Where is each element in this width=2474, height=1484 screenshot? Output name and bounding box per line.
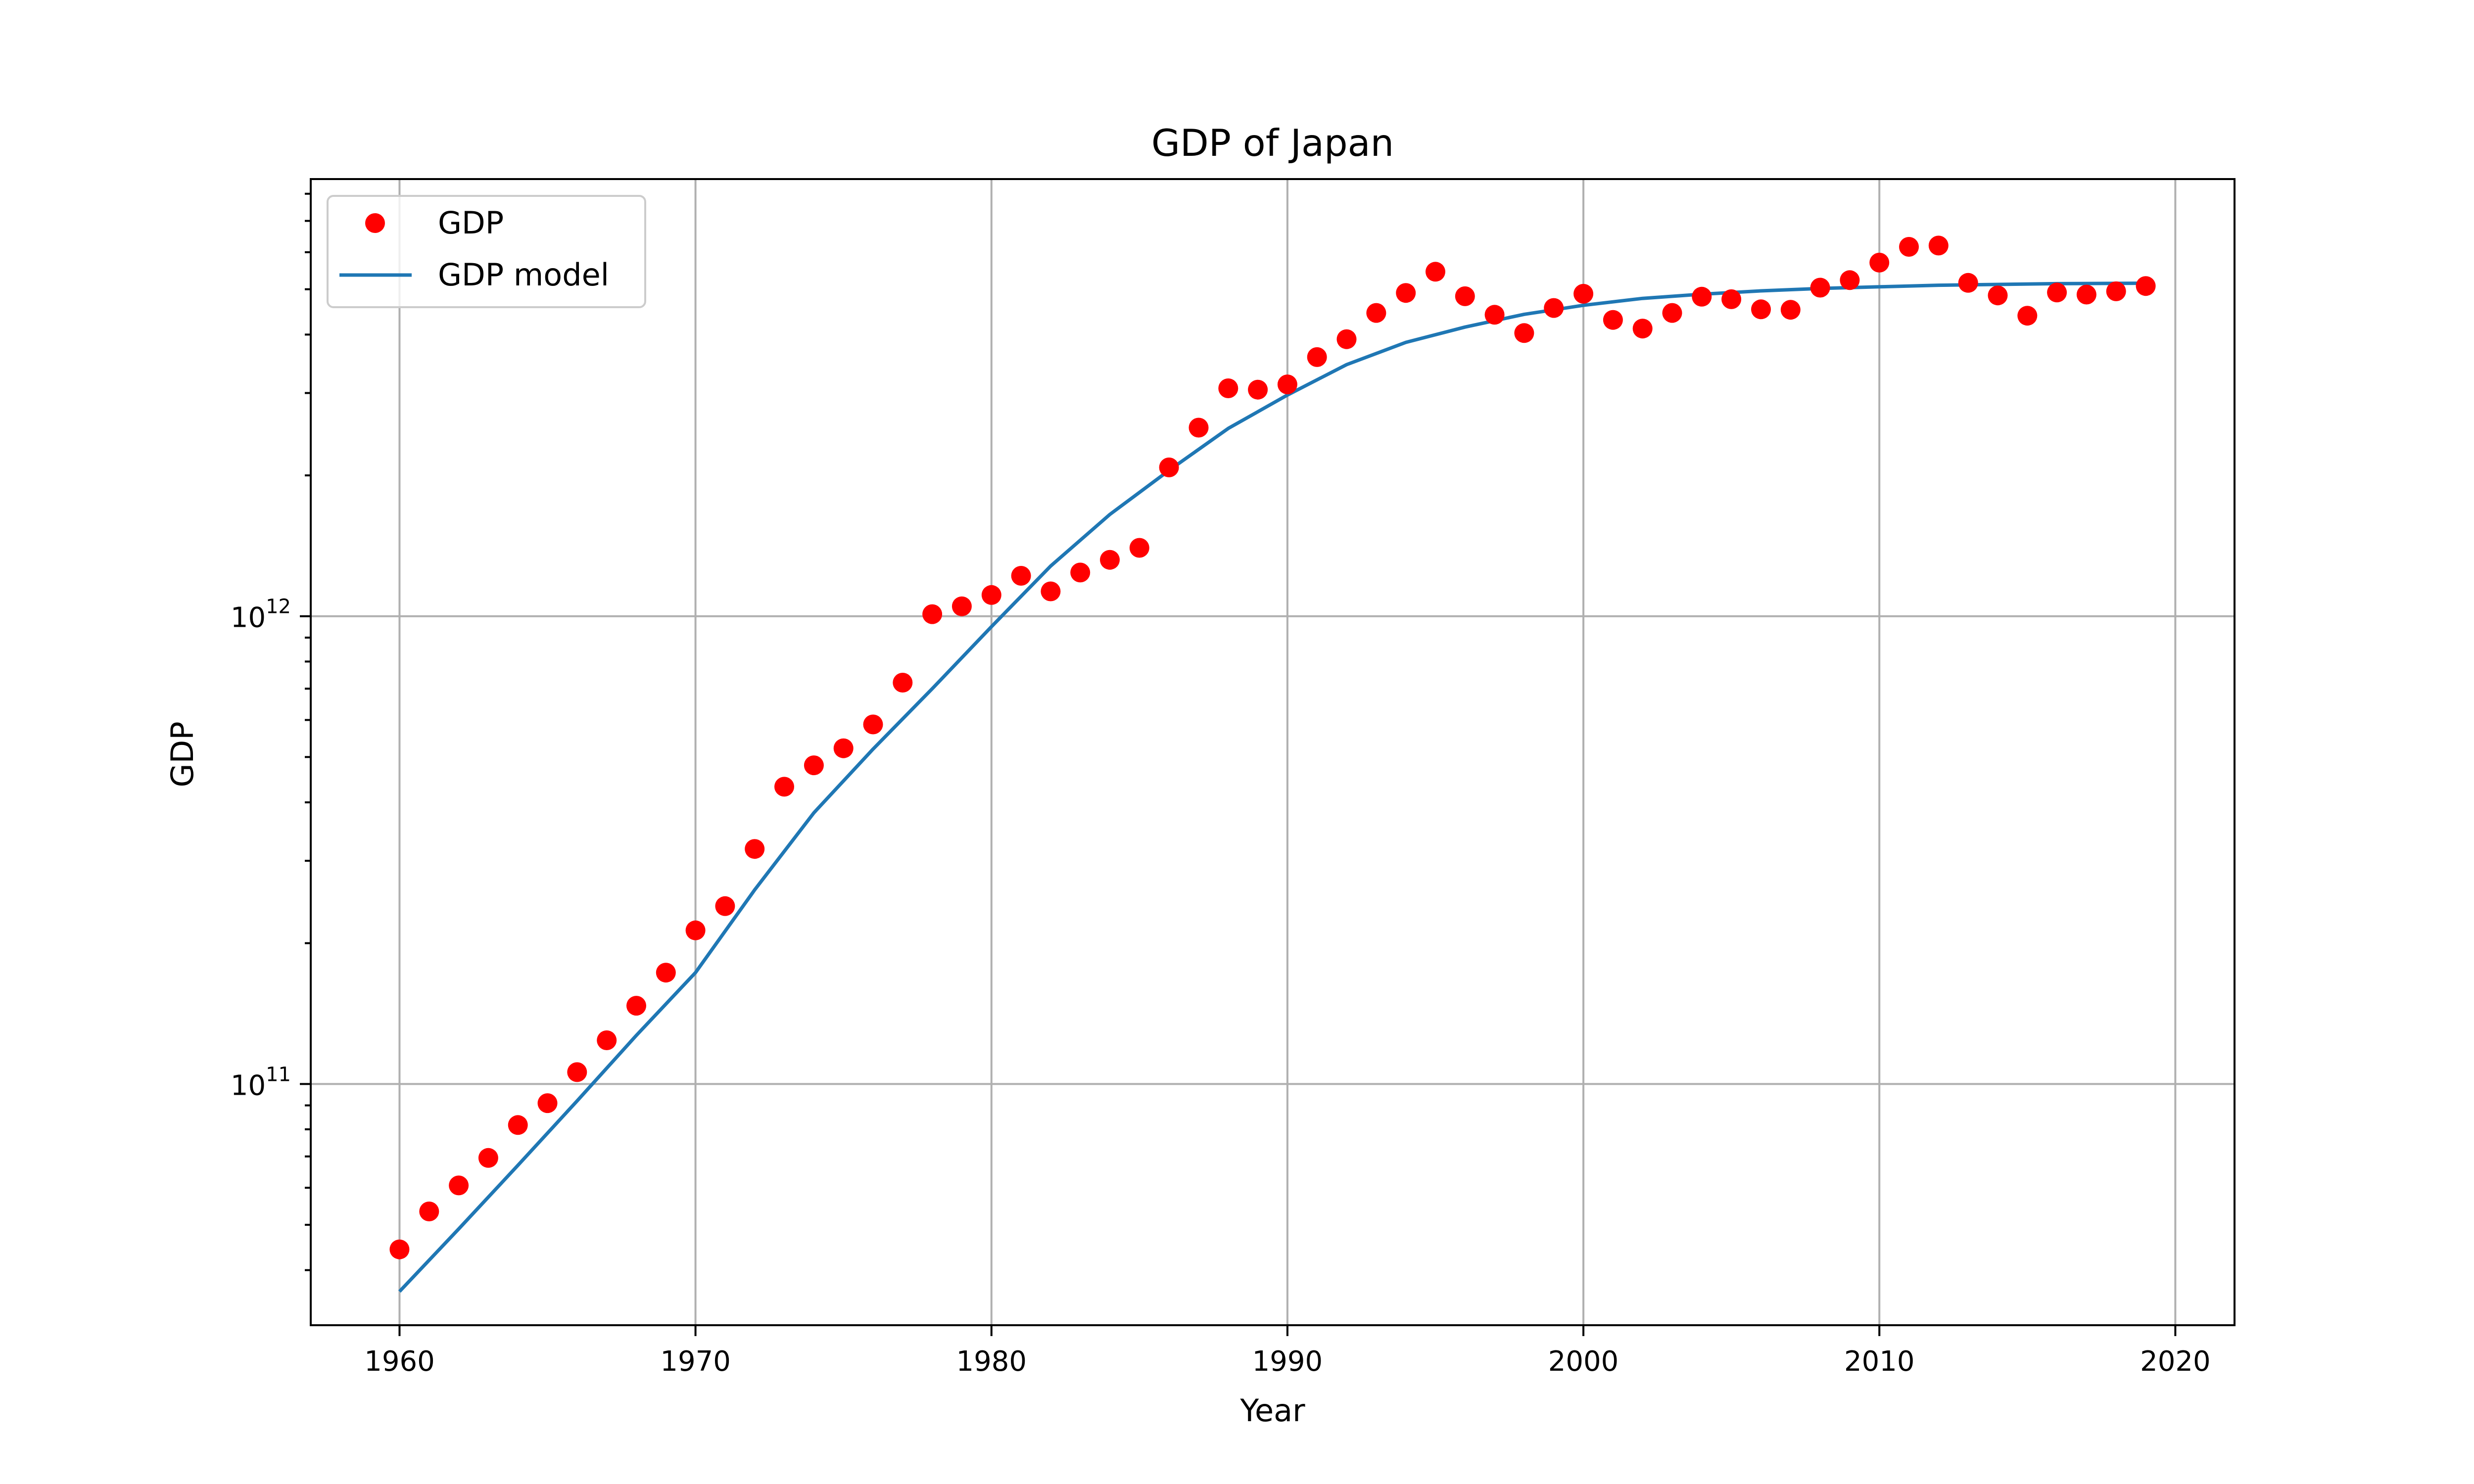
gdp-point bbox=[1189, 417, 1209, 438]
gdp-point bbox=[2076, 284, 2096, 305]
gdp-point bbox=[1100, 550, 1120, 570]
gdp-point bbox=[1484, 305, 1505, 325]
x-tick-label: 1980 bbox=[956, 1345, 1027, 1378]
gdp-point bbox=[1810, 278, 1830, 298]
gdp-point bbox=[1396, 283, 1416, 303]
gdp-point bbox=[419, 1202, 439, 1221]
gdp-point bbox=[1573, 283, 1594, 304]
gdp-point bbox=[1041, 581, 1061, 602]
gdp-point bbox=[1958, 273, 1978, 293]
legend-label-gdp-model: GDP model bbox=[438, 257, 609, 293]
x-tick-label: 2020 bbox=[2140, 1345, 2211, 1378]
gdp-point bbox=[478, 1148, 498, 1168]
y-tick-label: 1012 bbox=[231, 596, 291, 634]
gdp-point bbox=[1070, 562, 1091, 583]
gdp-point bbox=[626, 996, 646, 1016]
gdp-point bbox=[922, 604, 943, 624]
gdp-point bbox=[893, 673, 913, 693]
legend-box bbox=[327, 195, 646, 308]
gdp-point bbox=[1780, 300, 1801, 320]
gdp-point bbox=[833, 738, 854, 758]
x-axis: 1960 1970 1980 1990 2000 2010 2020 bbox=[364, 1325, 2211, 1378]
x-tick-label: 1990 bbox=[1252, 1345, 1323, 1378]
x-tick-label: 1960 bbox=[364, 1345, 435, 1378]
gdp-point bbox=[863, 714, 883, 735]
gdp-point bbox=[1988, 285, 2008, 306]
y-axis: 1011 1012 bbox=[231, 192, 311, 1271]
gdp-point bbox=[1869, 252, 1890, 273]
gdp-point bbox=[1692, 286, 1712, 307]
gdp-point bbox=[1336, 329, 1357, 349]
gdp-point bbox=[1662, 303, 1682, 323]
x-axis-label: Year bbox=[1239, 1392, 1305, 1429]
gdp-point bbox=[2106, 281, 2126, 301]
gdp-point bbox=[1514, 323, 1534, 343]
gdp-point bbox=[1721, 289, 1742, 309]
x-tick-label: 1970 bbox=[660, 1345, 731, 1378]
gdp-point bbox=[2017, 306, 2038, 326]
gdp-point bbox=[715, 896, 735, 916]
gdp-point bbox=[952, 596, 972, 616]
gdp-point bbox=[1899, 237, 1919, 257]
gdp-point bbox=[1455, 286, 1475, 306]
gdp-point bbox=[774, 777, 794, 797]
gdp-point bbox=[1248, 379, 1268, 400]
gdp-point bbox=[449, 1175, 469, 1196]
gdp-point bbox=[685, 920, 706, 940]
gdp-point bbox=[567, 1062, 587, 1082]
gdp-point bbox=[597, 1030, 617, 1050]
gdp-point bbox=[1632, 319, 1653, 339]
gdp-point bbox=[389, 1239, 410, 1259]
gdp-point bbox=[1218, 378, 1238, 398]
plot-area-frame bbox=[310, 178, 2236, 1326]
gdp-point bbox=[1928, 235, 1949, 256]
gdp-point bbox=[1277, 374, 1297, 395]
chart-title: GDP of Japan bbox=[1151, 121, 1394, 165]
gdp-point bbox=[1426, 262, 1445, 282]
legend-marker-gdp bbox=[365, 213, 385, 233]
gdp-point bbox=[981, 585, 1001, 605]
gdp-point bbox=[804, 755, 824, 776]
legend: GDP GDP model bbox=[327, 195, 646, 308]
gdp-point bbox=[1011, 566, 1031, 586]
x-tick-label: 2000 bbox=[1548, 1345, 1619, 1378]
gdp-point bbox=[1840, 270, 1860, 290]
gdp-point bbox=[1159, 457, 1179, 477]
grid bbox=[311, 179, 2235, 1325]
gdp-point bbox=[1544, 298, 1564, 318]
legend-label-gdp: GDP bbox=[438, 205, 504, 241]
gdp-point bbox=[656, 963, 676, 983]
gdp-point bbox=[1129, 538, 1149, 558]
gdp-point bbox=[1366, 303, 1386, 323]
x-tick-label: 2010 bbox=[1844, 1345, 1915, 1378]
y-axis-label: GDP bbox=[164, 721, 200, 787]
gdp-series bbox=[389, 235, 2156, 1259]
y-tick-label: 1011 bbox=[231, 1063, 291, 1102]
gdp-point bbox=[537, 1093, 558, 1113]
gdp-point bbox=[1751, 299, 1771, 320]
gdp-point bbox=[1307, 347, 1327, 367]
gdp-point bbox=[745, 839, 765, 859]
gdp-point bbox=[2136, 276, 2156, 296]
gdp-point bbox=[1603, 310, 1623, 330]
gdp-point bbox=[508, 1115, 528, 1135]
gdp-point bbox=[2047, 282, 2067, 303]
